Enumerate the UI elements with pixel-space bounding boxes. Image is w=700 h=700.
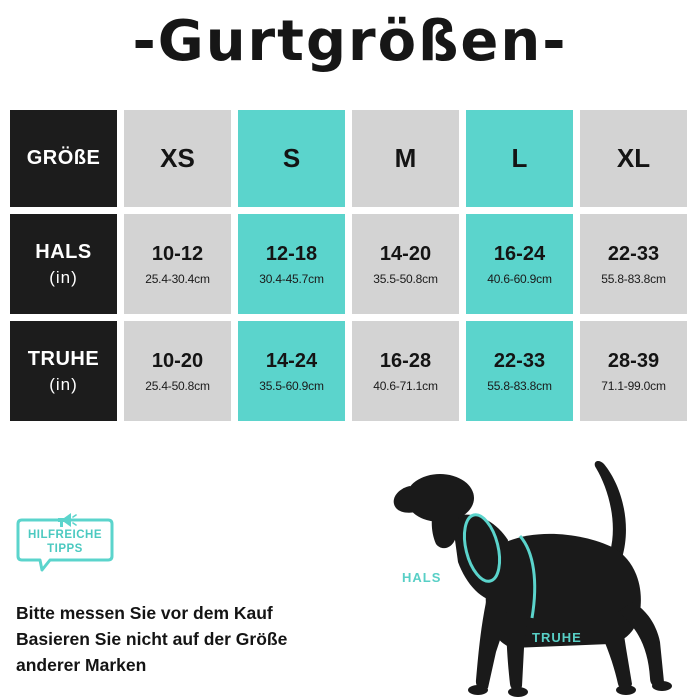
size-cell-xl: XL: [580, 110, 687, 207]
value-cell: 16-28 40.6-71.1cm: [352, 321, 459, 421]
value-inches: 12-18: [265, 242, 318, 265]
row-unit: (in): [49, 267, 78, 287]
size-label: L: [511, 143, 528, 173]
value-cm: 35.5-50.8cm: [373, 271, 438, 286]
tips-title-line1: HILFREICHE: [28, 529, 102, 541]
megaphone-icon: [58, 513, 77, 527]
value-inches: 28-39: [607, 349, 660, 372]
value-inches: 22-33: [607, 242, 660, 265]
value-inches: 22-33: [493, 349, 546, 372]
value-cm: 25.4-50.8cm: [145, 378, 210, 393]
size-table: GRÖßE XS S M L XL HALS (in) 10-12 25.4-3…: [10, 110, 688, 421]
value-cell: 22-33 55.8-83.8cm: [466, 321, 573, 421]
size-cell-s: S: [238, 110, 345, 207]
page-title: -Gurtgrößen-: [132, 9, 568, 74]
advice-line: anderer Marken: [16, 655, 147, 675]
chest-measure-line: [518, 535, 537, 619]
value-cell: 10-12 25.4-30.4cm: [124, 214, 231, 314]
value-cell: 28-39 71.1-99.0cm: [580, 321, 687, 421]
row-label-neck: HALS (in): [10, 214, 117, 314]
value-cell: 10-20 25.4-50.8cm: [124, 321, 231, 421]
size-label: XS: [160, 143, 195, 173]
helpful-tips-badge: HILFREICHE TIPPS: [14, 508, 116, 574]
value-cm: 40.6-60.9cm: [487, 271, 552, 286]
size-label: M: [394, 143, 417, 173]
value-cell: 14-20 35.5-50.8cm: [352, 214, 459, 314]
advice-text: Bitte messen Sie vor dem Kauf Basieren S…: [16, 600, 376, 678]
neck-measure-line: [462, 513, 502, 583]
advice-line: Bitte messen Sie vor dem Kauf: [16, 603, 273, 623]
size-cell-m: M: [352, 110, 459, 207]
tips-title-line2: TIPPS: [47, 543, 83, 555]
neck-label: HALS: [402, 570, 442, 585]
value-inches: 10-12: [151, 242, 204, 265]
chest-label: TRUHE: [532, 630, 582, 645]
value-cm: 30.4-45.7cm: [259, 271, 324, 286]
value-cm: 55.8-83.8cm: [487, 378, 552, 393]
value-inches: 10-20: [151, 349, 204, 372]
value-cm: 25.4-30.4cm: [145, 271, 210, 286]
value-inches: 16-28: [379, 349, 432, 372]
value-cell: 14-24 35.5-60.9cm: [238, 321, 345, 421]
value-cm: 71.1-99.0cm: [601, 378, 666, 393]
value-cell: 12-18 30.4-45.7cm: [238, 214, 345, 314]
tips-badge-frame: [16, 518, 114, 572]
value-cm: 35.5-60.9cm: [259, 378, 324, 393]
row-unit: (in): [49, 374, 78, 394]
value-inches: 14-24: [265, 349, 318, 372]
size-label: XL: [616, 143, 651, 173]
value-inches: 16-24: [493, 242, 546, 265]
advice-line: Basieren Sie nicht auf der Größe: [16, 629, 288, 649]
dog-silhouette-icon: [393, 461, 672, 697]
header-label-cell: GRÖßE: [10, 110, 117, 207]
size-cell-l: L: [466, 110, 573, 207]
value-cell: 16-24 40.6-60.9cm: [466, 214, 573, 314]
value-cm: 55.8-83.8cm: [601, 271, 666, 286]
dog-illustration: HALS TRUHE: [382, 452, 682, 700]
size-label: S: [282, 143, 301, 173]
row-label: TRUHE: [27, 347, 100, 370]
value-cell: 22-33 55.8-83.8cm: [580, 214, 687, 314]
size-cell-xs: XS: [124, 110, 231, 207]
row-label-chest: TRUHE (in): [10, 321, 117, 421]
header-label: GRÖßE: [26, 147, 101, 169]
value-cm: 40.6-71.1cm: [373, 378, 438, 393]
row-label: HALS: [35, 240, 92, 263]
value-inches: 14-20: [379, 242, 432, 265]
